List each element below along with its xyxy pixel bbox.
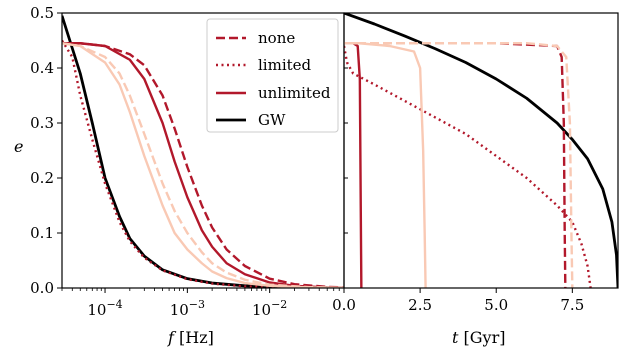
legend: none limited unlimited GW (206, 18, 339, 133)
left-series-group (62, 15, 344, 288)
right-series-line-4 (344, 42, 574, 288)
legend-label-limited: limited (258, 56, 312, 74)
right-series-line-0 (344, 13, 618, 288)
y-tick-label: 0.4 (30, 59, 54, 77)
y-tick-label: 0.3 (30, 114, 54, 132)
right-x-axis-label: t [Gyr] (452, 328, 505, 347)
legend-label-unlimited: unlimited (258, 84, 331, 102)
y-tick-label: 0.5 (30, 4, 54, 22)
right-axes-frame (343, 12, 619, 289)
legend-label-gw: GW (258, 111, 286, 129)
left-series-line-5 (62, 42, 344, 288)
left-series-line-0 (62, 15, 344, 288)
left-series-line-1 (62, 39, 344, 288)
right-series-line-1 (344, 45, 592, 288)
right-x-tick-label: 2.5 (408, 296, 432, 314)
y-tick-label: 0.1 (30, 224, 54, 242)
left-series-line-2 (62, 42, 344, 288)
right-x-tick-label: 0.0 (332, 296, 356, 314)
left-series-line-3 (62, 42, 344, 288)
left-x-tick-label: 10−3 (170, 298, 205, 319)
right-x-tick-label: 5.0 (484, 296, 508, 314)
right-panel-time: 0.0 2.5 5.0 7.5 (332, 12, 619, 314)
legend-frame (206, 18, 339, 133)
y-axis-label: e (14, 137, 23, 156)
left-x-tick-label: 10−4 (87, 298, 122, 319)
left-x-tick-label: 10−2 (252, 298, 287, 319)
left-x-axis-label: f [Hz] (167, 328, 214, 347)
legend-label-none: none (258, 29, 295, 47)
right-series-line-5 (344, 42, 427, 288)
left-series-line-4 (62, 42, 344, 288)
right-series-line-3 (344, 42, 363, 288)
right-series-line-2 (344, 42, 567, 288)
y-tick-label: 0.2 (30, 169, 54, 187)
y-tick-label: 0.0 (30, 279, 54, 297)
right-x-tick-label: 7.5 (560, 296, 584, 314)
right-series-group (344, 13, 618, 288)
